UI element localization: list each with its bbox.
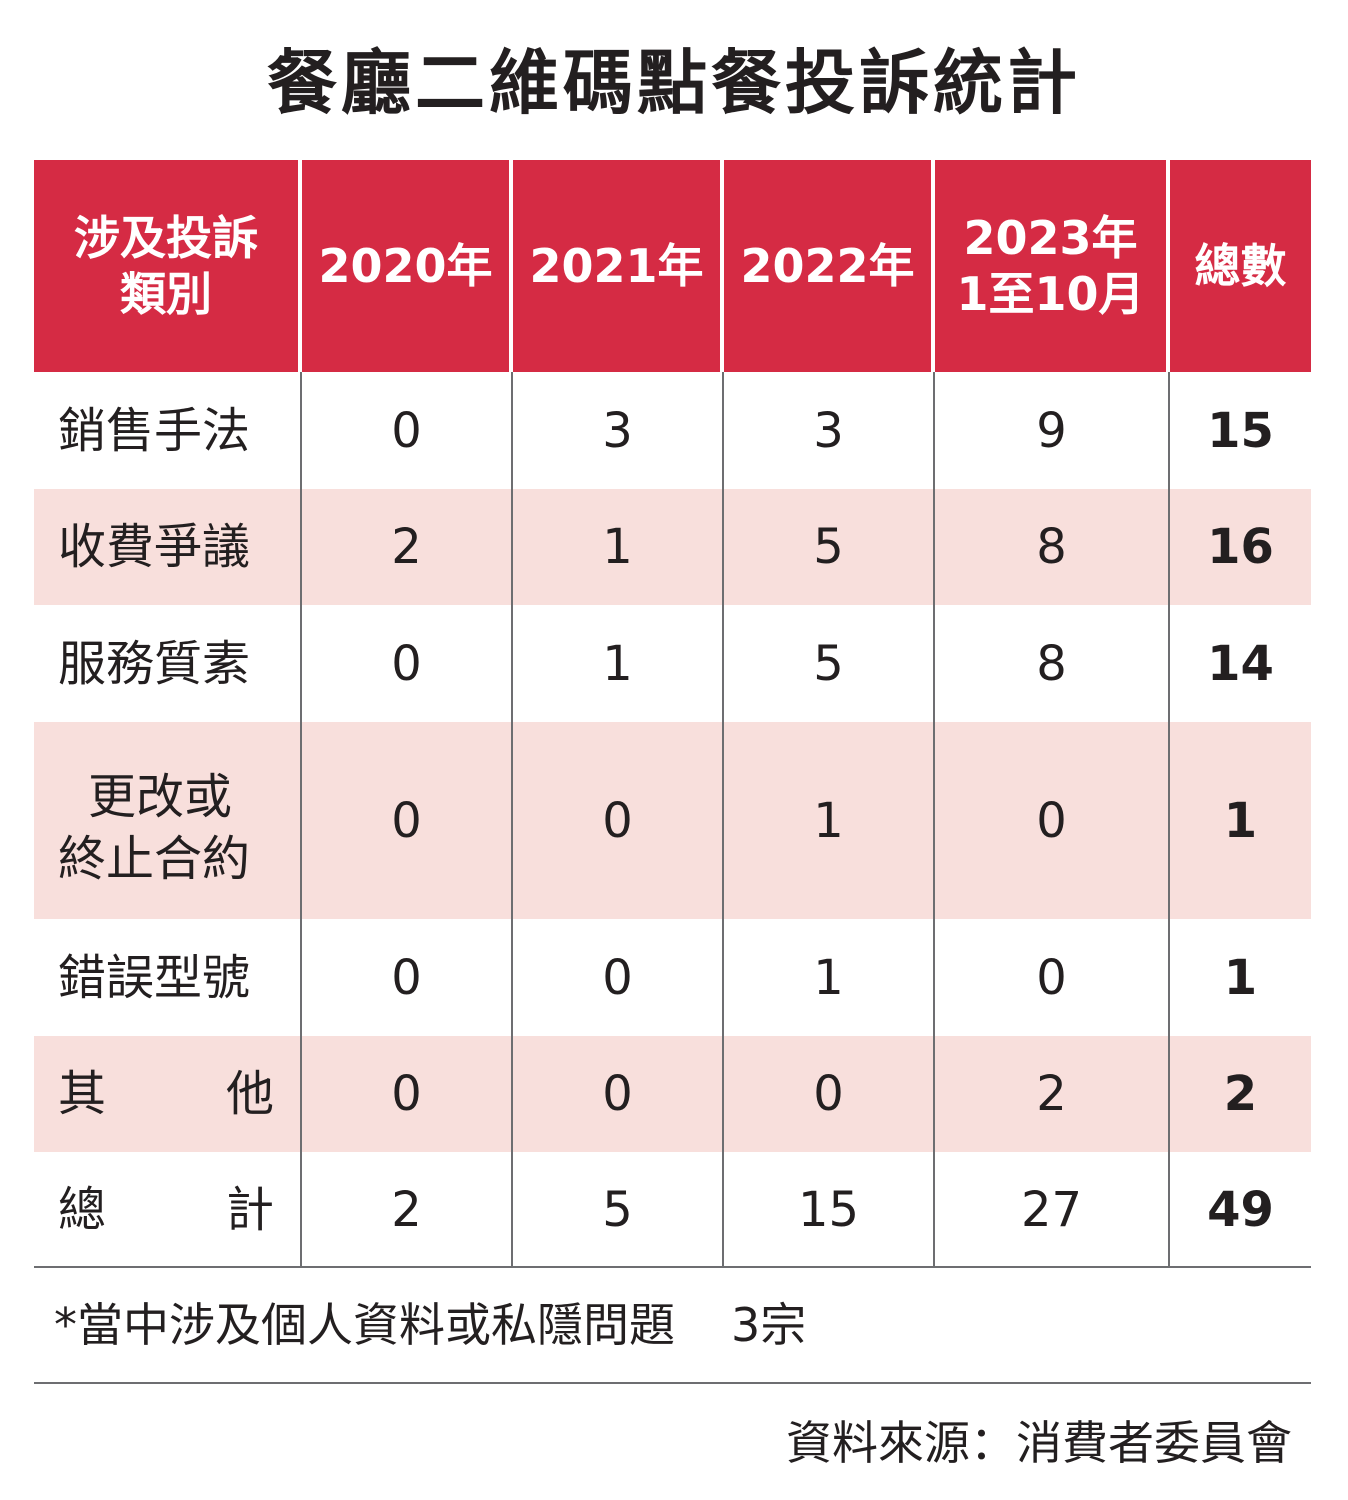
row-category-char-a: 其 [58,1066,107,1122]
table-bottom-rule [34,1266,1311,1268]
cell-2022: 5 [724,605,935,722]
cell-2020: 0 [302,722,513,919]
header-total: 總數 [1170,160,1311,372]
footnote-text: *當中涉及個人資料或私隱問題 [54,1298,675,1352]
table-header-row: 涉及投訴 類別 2020年 2021年 2022年 2023年 1至10月 總數 [34,160,1311,372]
cell-2021: 0 [513,722,724,919]
cell-2022: 5 [724,489,935,605]
cell-2020: 0 [302,605,513,722]
header-2020: 2020年 [302,160,513,372]
footnote-count: 3宗 [731,1298,807,1352]
cell-2022: 0 [724,1036,935,1152]
row-category: 更改或 終止合約 [34,722,302,919]
row-category-char-a: 總 [58,1182,107,1238]
header-2021: 2021年 [513,160,724,372]
cell-2023: 2 [935,1036,1170,1152]
cell-2023: 0 [935,722,1170,919]
header-2022: 2022年 [724,160,935,372]
cell-2020: 0 [302,919,513,1036]
table-row: 銷售手法 0 3 3 9 15 [34,372,1311,489]
cell-2020: 2 [302,1152,513,1268]
header-category-line1: 涉及投訴 [74,211,258,265]
cell-2022: 1 [724,919,935,1036]
cell-2021: 0 [513,919,724,1036]
header-2023-line2: 1至10月 [956,267,1145,321]
row-category-char-b: 他 [225,1066,274,1122]
row-category: 總 計 [34,1152,302,1268]
footnote-rule [34,1382,1311,1384]
cell-2023: 27 [935,1152,1170,1268]
header-category-line2: 類別 [120,267,212,321]
cell-2021: 1 [513,605,724,722]
row-category: 錯誤型號 [34,919,302,1036]
table-row: 更改或 終止合約 0 0 1 0 1 [34,722,1311,919]
complaints-table: 涉及投訴 類別 2020年 2021年 2022年 2023年 1至10月 總數… [34,160,1311,1268]
table-row: 收費爭議 2 1 5 8 16 [34,489,1311,605]
row-category-char-b: 計 [225,1182,274,1238]
cell-2022: 1 [724,722,935,919]
header-2023-line1: 2023年 [963,211,1138,265]
cell-total: 49 [1207,1182,1274,1238]
table-row-total: 總 計 2 5 15 27 49 [34,1152,1311,1268]
row-category-line2: 終止合約 [58,831,251,887]
cell-2021: 3 [513,372,724,489]
chart-title: 餐廳二維碼點餐投訴統計 [267,42,1081,124]
row-category-line1: 更改或 [88,769,233,825]
cell-2023: 9 [935,372,1170,489]
row-category: 其 他 [34,1036,302,1152]
cell-total: 1 [1223,949,1258,1006]
cell-2022: 3 [724,372,935,489]
row-category: 銷售手法 [34,372,302,489]
cell-2020: 2 [302,489,513,605]
cell-total: 1 [1223,792,1258,849]
source-credit: 資料來源：消費者委員會 [786,1416,1292,1470]
row-category: 服務質素 [34,605,302,722]
cell-2020: 0 [302,1036,513,1152]
cell-2021: 0 [513,1036,724,1152]
cell-2020: 0 [302,372,513,489]
row-category: 收費爭議 [34,489,302,605]
cell-total: 15 [1207,402,1274,459]
cell-total: 14 [1207,635,1274,692]
table-row: 錯誤型號 0 0 1 0 1 [34,919,1311,1036]
table-row: 其 他 0 0 0 2 2 [34,1036,1311,1152]
cell-2021: 5 [513,1152,724,1268]
header-2023: 2023年 1至10月 [935,160,1170,372]
cell-2023: 0 [935,919,1170,1036]
cell-total: 16 [1207,519,1274,575]
cell-2023: 8 [935,605,1170,722]
cell-2023: 8 [935,489,1170,605]
footnote: *當中涉及個人資料或私隱問題 3宗 [54,1290,806,1360]
table-row: 服務質素 0 1 5 8 14 [34,605,1311,722]
cell-2022: 15 [724,1152,935,1268]
cell-total: 2 [1223,1066,1258,1122]
cell-2021: 1 [513,489,724,605]
header-category: 涉及投訴 類別 [34,160,302,372]
